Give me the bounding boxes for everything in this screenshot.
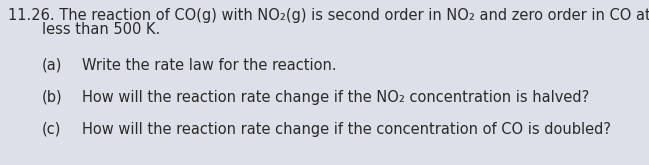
Text: How will the reaction rate change if the concentration of CO is doubled?: How will the reaction rate change if the…	[82, 122, 611, 137]
Text: Write the rate law for the reaction.: Write the rate law for the reaction.	[82, 58, 337, 73]
Text: (a): (a)	[42, 58, 62, 73]
Text: 11.26. The reaction of CO(g) with NO₂(g) is second order in NO₂ and zero order i: 11.26. The reaction of CO(g) with NO₂(g)…	[8, 8, 649, 23]
Text: (b): (b)	[42, 90, 62, 105]
Text: How will the reaction rate change if the NO₂ concentration is halved?: How will the reaction rate change if the…	[82, 90, 589, 105]
Text: (c): (c)	[42, 122, 62, 137]
Text: less than 500 K.: less than 500 K.	[42, 22, 160, 37]
